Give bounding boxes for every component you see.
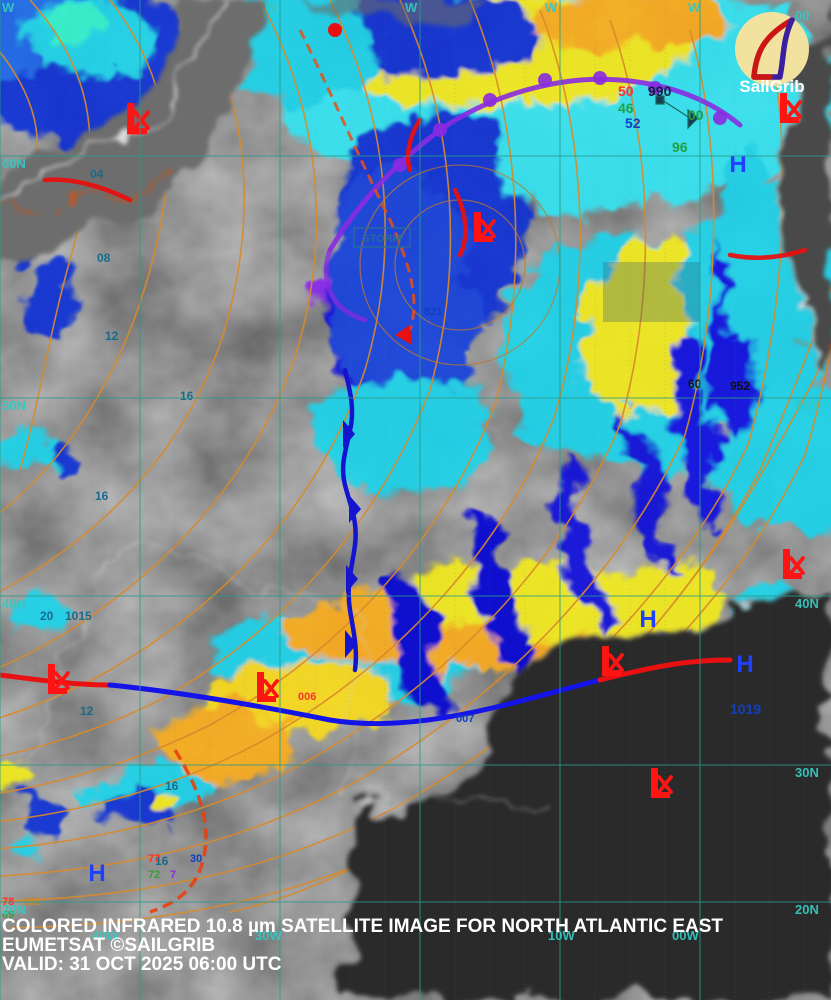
svg-text:VALID: 31 OCT 2025 06:00 UTC: VALID: 31 OCT 2025 06:00 UTC <box>2 954 282 975</box>
svg-text:EUMETSAT ©SAILGRIB: EUMETSAT ©SAILGRIB <box>2 935 215 956</box>
svg-text:COLORED INFRARED 10.8 µm SATEL: COLORED INFRARED 10.8 µm SATELLITE IMAGE… <box>2 916 723 937</box>
